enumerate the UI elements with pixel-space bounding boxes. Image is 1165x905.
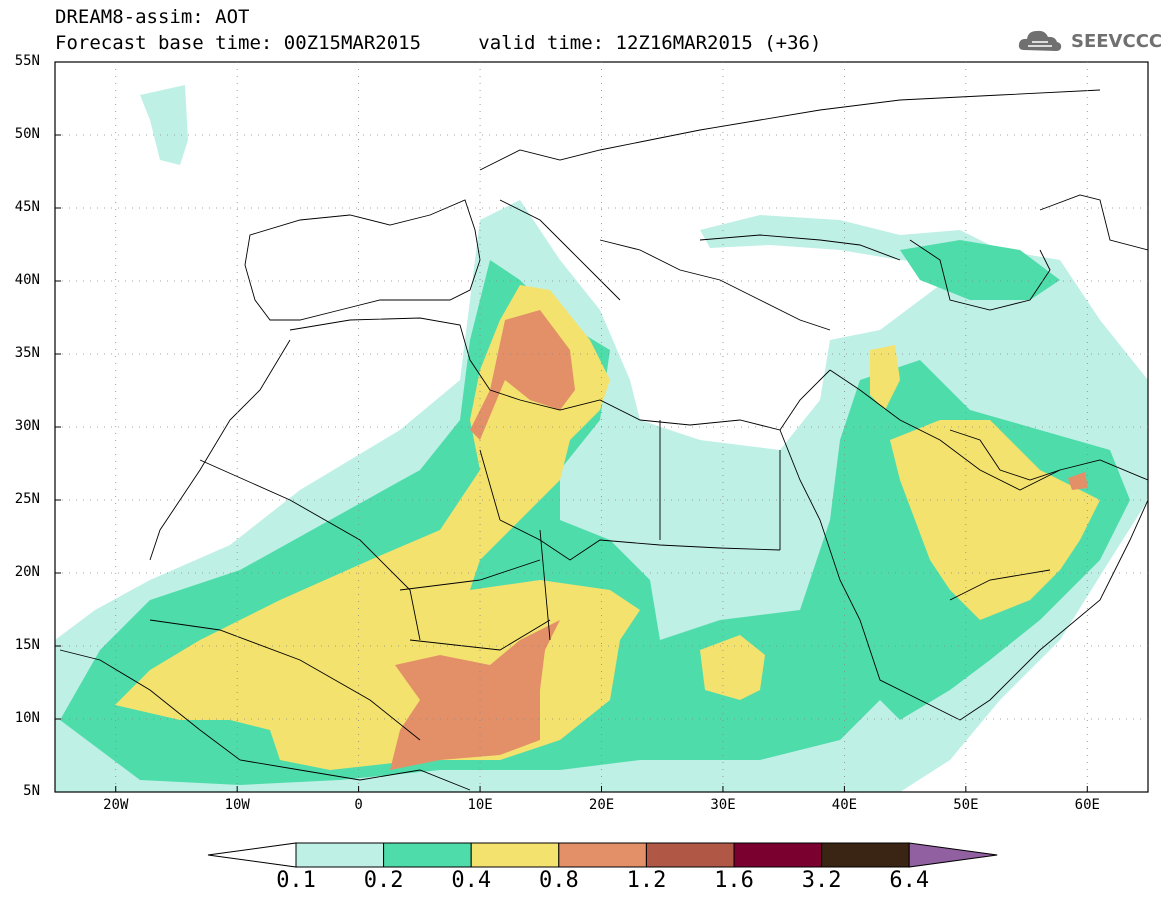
lat-label: 10N [14,710,40,726]
colorbar-swatch [470,842,560,868]
colorbar-label: 6.4 [889,868,930,893]
aot-band-0.4-iraq [870,345,900,410]
aot-band-0.2-caspian [900,240,1060,300]
colorbar-label: 0.8 [539,868,579,893]
colorbar-label: 1.2 [626,868,667,893]
colorbar-swatch [383,842,472,868]
graticule [55,62,1148,792]
colorbar-swatch [733,842,823,868]
lat-label: 25N [14,491,40,507]
colorbar-label: 0.1 [276,868,316,893]
base-time: Forecast base time: 00Z15MAR2015 [55,32,422,54]
lat-label: 50N [14,126,40,142]
coastlines [59,89,1148,791]
colorbar-swatch [645,842,735,868]
axis-ticks [55,61,1088,793]
lon-label: 10W [224,797,250,813]
aot-band-0.8 [390,620,560,770]
lon-label: 20W [103,797,129,813]
aot-band-0.4-sudan [700,635,765,700]
colorbar-swatch [821,842,910,868]
colorbar-under-arrow [207,842,297,868]
lon-label: 10E [467,797,493,813]
aot-band-0.4 [115,285,640,770]
aot-band-0.8-oman [1068,472,1088,490]
colorbar-over-arrow [908,842,998,868]
aot-band-0.8-tunisia [470,310,575,440]
colorbar-label: 3.2 [801,868,842,893]
lat-label: 40N [14,272,40,288]
logo-text: SEEVCCC [1071,31,1163,52]
cloud-icon [1018,30,1062,51]
lat-label: 45N [14,199,40,215]
colorbar-swatch [295,842,385,868]
lon-label: 20E [588,797,615,813]
aot-band-0.1-atlantic [140,85,188,165]
colorbar-label: 0.4 [451,868,492,893]
time-info: Forecast base time: 00Z15MAR2015 valid t… [55,32,821,54]
lon-label: 40E [831,797,858,813]
lon-label: 30E [710,797,736,813]
lat-label: 20N [14,564,40,580]
lat-label: 55N [14,53,40,69]
lat-label: 5N [23,783,40,799]
valid-time: valid time: 12Z16MAR2015 (+36) [478,32,822,54]
colorbar-swatch [558,842,647,868]
colorbar-label: 1.6 [714,868,754,893]
lon-label: 60E [1074,797,1100,813]
lat-label: 35N [14,345,40,361]
lon-label: 0 [354,797,363,813]
lon-label: 50E [953,797,979,813]
colorbar-label: 0.2 [363,868,404,893]
lat-label: 30N [14,418,40,434]
lat-label: 15N [14,637,40,653]
map-title: DREAM8-assim: AOT [55,6,250,28]
